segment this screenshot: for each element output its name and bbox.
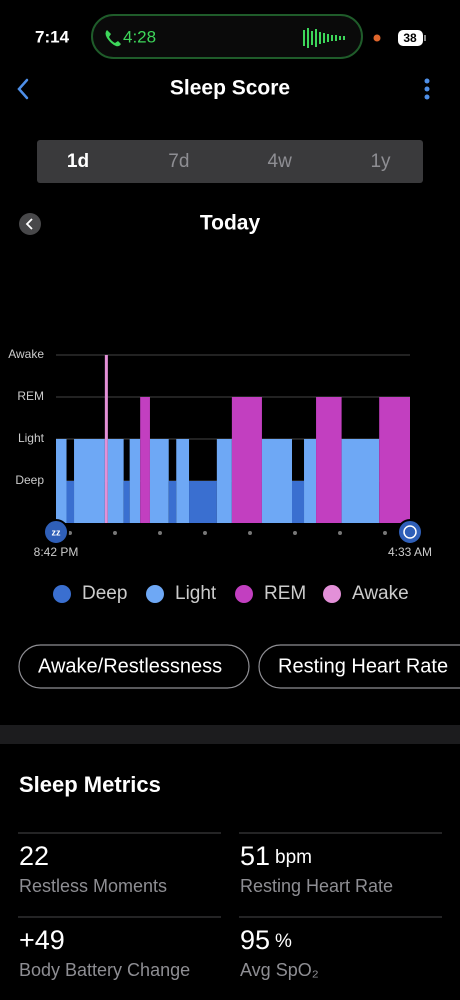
- sleep-stage-bar: [123, 481, 130, 523]
- sleep-stage-bar: [341, 439, 380, 523]
- metric-label: Restless Moments: [19, 876, 167, 896]
- sleep-stage-bar: [316, 397, 342, 523]
- section-divider: [0, 725, 460, 744]
- sleep-stage-bar: [104, 355, 108, 523]
- previous-day-button[interactable]: [19, 213, 41, 235]
- level-label: Deep: [15, 473, 44, 487]
- clock-glyph: [403, 525, 417, 539]
- metric-number: 95: [240, 925, 270, 955]
- sleep-stage-bar: [216, 439, 232, 523]
- metric-number: 22: [19, 841, 49, 871]
- sleep-stage-bar: [304, 439, 317, 523]
- tab-bar: [37, 140, 423, 183]
- level-label: REM: [17, 389, 44, 403]
- privacy-dot: [373, 34, 381, 42]
- legend-swatch: [53, 585, 71, 603]
- tab[interactable]: 4w: [268, 151, 293, 172]
- date-label: Today: [200, 212, 261, 235]
- wake-icon: [397, 519, 423, 545]
- back-button[interactable]: [17, 78, 29, 100]
- previous-arrow: [25, 218, 33, 230]
- sleep-stage-bar: [74, 439, 105, 523]
- metric-value: 95%: [240, 925, 292, 955]
- axis-dots: [68, 531, 387, 535]
- sleep-stage-bar: [129, 439, 141, 523]
- metric-unit: bpm: [275, 847, 312, 868]
- battery-icon: [398, 30, 423, 46]
- zz-glyph: zz: [52, 527, 62, 537]
- legend-swatch: [235, 585, 253, 603]
- metric-number: 51: [240, 841, 270, 871]
- filter-chip-label: Awake/Restlessness: [38, 655, 222, 677]
- sleep-start-icon: [43, 519, 69, 545]
- sleep-stage-bar: [168, 481, 177, 523]
- call-pill[interactable]: [91, 14, 363, 59]
- level-label: Awake: [8, 347, 44, 361]
- phone-icon: [105, 30, 121, 47]
- sleep-stage-bar: [140, 397, 150, 523]
- legend-label: Light: [175, 583, 217, 604]
- filter-chip[interactable]: [18, 644, 250, 689]
- battery-tip: [424, 35, 426, 41]
- metric-number: +49: [19, 925, 65, 955]
- start-time: 8:42 PM: [34, 545, 79, 559]
- sleep-stage-bar: [189, 481, 217, 523]
- end-time: 4:33 AM: [388, 545, 432, 559]
- sleep-stage-bar: [261, 439, 292, 523]
- metric-label: Body Battery Change: [19, 960, 190, 980]
- clock: 7:14: [35, 27, 70, 46]
- more-button[interactable]: [424, 78, 430, 100]
- legend-swatch: [323, 585, 341, 603]
- sleep-stage-bar: [107, 439, 124, 523]
- tab[interactable]: 7d: [168, 151, 189, 172]
- metric-unit: %: [275, 931, 292, 952]
- section-title: Sleep Metrics: [19, 772, 161, 797]
- sleep-stage-bar: [176, 439, 190, 523]
- metric-value: 22: [19, 841, 49, 871]
- waveform: [303, 28, 345, 48]
- legend-label: Awake: [352, 583, 409, 604]
- tab[interactable]: 1y: [370, 151, 391, 172]
- metric-label: Resting Heart Rate: [240, 876, 393, 896]
- battery-level: 38: [403, 31, 417, 45]
- screen-title: Sleep Score: [170, 77, 290, 100]
- level-label: Light: [18, 431, 45, 445]
- legend-label: Deep: [82, 583, 127, 604]
- sleep-stage-bar: [56, 439, 67, 523]
- sleep-stage-bar: [379, 397, 410, 523]
- tab[interactable]: 1d: [67, 151, 89, 172]
- sleep-stage-bar: [66, 481, 75, 523]
- sleep-stage-bar: [149, 439, 169, 523]
- metric-value: +49: [19, 925, 65, 955]
- sleep-stage-bar: [292, 481, 305, 523]
- legend-swatch: [146, 585, 164, 603]
- metric-value: 51 bpm: [240, 841, 312, 871]
- call-time: 4:28: [123, 27, 156, 46]
- metric-label: Avg SpO₂: [240, 960, 319, 980]
- sleep-stage-bar: [231, 397, 262, 523]
- filter-chip-label: Resting Heart Rate: [278, 655, 448, 677]
- filter-chip[interactable]: [258, 644, 460, 689]
- legend-label: REM: [264, 583, 306, 604]
